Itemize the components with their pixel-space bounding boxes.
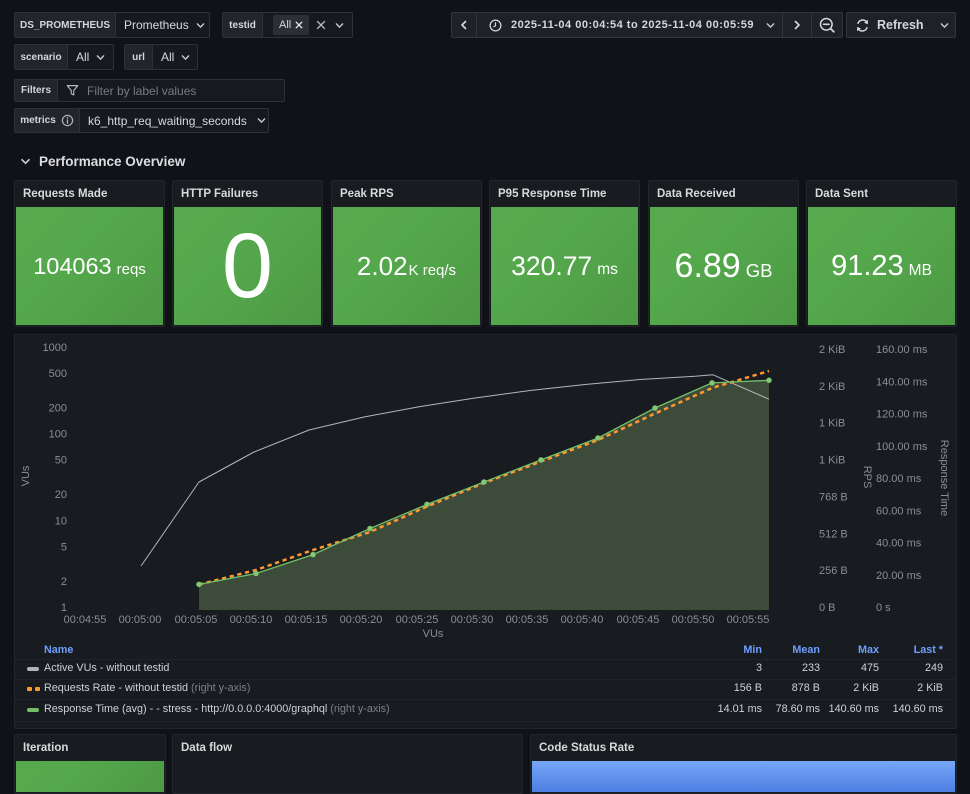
svg-text:0 s: 0 s [876, 602, 891, 614]
svg-text:20: 20 [55, 489, 67, 501]
svg-text:0 B: 0 B [819, 602, 836, 614]
svg-text:RPS: RPS [861, 466, 873, 489]
svg-text:40.00 ms: 40.00 ms [876, 538, 922, 550]
svg-text:00:05:40: 00:05:40 [561, 614, 604, 626]
svg-text:00:05:50: 00:05:50 [672, 614, 715, 626]
svg-text:00:05:10: 00:05:10 [230, 614, 273, 626]
svg-text:50: 50 [55, 455, 67, 467]
svg-text:VUs: VUs [20, 465, 32, 486]
svg-text:2 KiB: 2 KiB [819, 381, 845, 393]
svg-text:200: 200 [49, 403, 67, 415]
svg-text:1 KiB: 1 KiB [819, 418, 845, 430]
svg-text:00:05:55: 00:05:55 [727, 614, 770, 626]
svg-text:160.00 ms: 160.00 ms [876, 344, 928, 356]
svg-text:20.00 ms: 20.00 ms [876, 570, 922, 582]
svg-text:1: 1 [61, 602, 67, 614]
svg-text:00:05:05: 00:05:05 [175, 614, 218, 626]
svg-text:100: 100 [49, 429, 67, 441]
svg-text:60.00 ms: 60.00 ms [876, 505, 922, 517]
svg-text:00:04:55: 00:04:55 [64, 614, 107, 626]
svg-text:256 B: 256 B [819, 565, 848, 577]
svg-text:140.00 ms: 140.00 ms [876, 376, 928, 388]
svg-text:512 B: 512 B [819, 528, 848, 540]
svg-text:00:05:00: 00:05:00 [119, 614, 162, 626]
svg-text:2: 2 [61, 576, 67, 588]
svg-text:768 B: 768 B [819, 491, 848, 503]
svg-text:00:05:15: 00:05:15 [285, 614, 328, 626]
svg-text:Response Time: Response Time [938, 440, 950, 516]
svg-text:80.00 ms: 80.00 ms [876, 473, 922, 485]
svg-text:10: 10 [55, 515, 67, 527]
svg-text:2 KiB: 2 KiB [819, 344, 845, 356]
svg-text:00:05:35: 00:05:35 [506, 614, 549, 626]
svg-text:100.00 ms: 100.00 ms [876, 441, 928, 453]
svg-text:1000: 1000 [43, 342, 67, 354]
svg-text:00:05:30: 00:05:30 [451, 614, 494, 626]
svg-text:5: 5 [61, 541, 67, 553]
svg-text:500: 500 [49, 368, 67, 380]
svg-text:1 KiB: 1 KiB [819, 455, 845, 467]
svg-text:VUs: VUs [423, 628, 444, 640]
svg-text:120.00 ms: 120.00 ms [876, 409, 928, 421]
svg-text:00:05:25: 00:05:25 [396, 614, 439, 626]
svg-text:00:05:45: 00:05:45 [617, 614, 660, 626]
svg-text:00:05:20: 00:05:20 [340, 614, 383, 626]
